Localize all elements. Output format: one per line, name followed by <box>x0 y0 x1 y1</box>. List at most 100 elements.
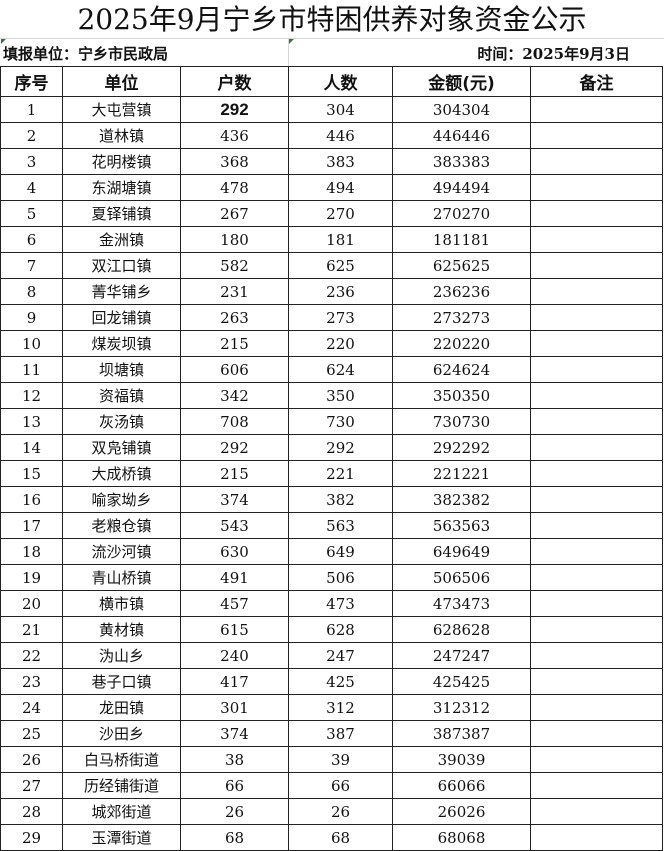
cell-unit[interactable]: 城郊街道 <box>62 798 181 825</box>
cell-households[interactable]: 374 <box>180 720 289 747</box>
cell-index[interactable]: 5 <box>0 200 63 227</box>
cell-households[interactable]: 267 <box>180 200 289 227</box>
cell-unit[interactable]: 沩山乡 <box>62 642 181 669</box>
cell-unit[interactable]: 流沙河镇 <box>62 538 181 565</box>
cell-amount[interactable]: 221221 <box>392 460 531 487</box>
cell-index[interactable]: 20 <box>0 590 63 617</box>
cell-remarks[interactable] <box>530 148 663 175</box>
cell-persons[interactable]: 624 <box>288 356 393 383</box>
cell-persons[interactable]: 26 <box>288 798 393 825</box>
cell-amount[interactable]: 625625 <box>392 252 531 279</box>
cell-unit[interactable]: 黄材镇 <box>62 616 181 643</box>
cell-amount[interactable]: 220220 <box>392 330 531 357</box>
cell-remarks[interactable] <box>530 668 663 695</box>
cell-persons[interactable]: 66 <box>288 772 393 799</box>
cell-index[interactable]: 2 <box>0 122 63 149</box>
cell-unit[interactable]: 白马桥街道 <box>62 746 181 773</box>
cell-persons[interactable]: 273 <box>288 304 393 331</box>
cell-remarks[interactable] <box>530 772 663 799</box>
cell-unit[interactable]: 龙田镇 <box>62 694 181 721</box>
cell-persons[interactable]: 247 <box>288 642 393 669</box>
cell-index[interactable]: 17 <box>0 512 63 539</box>
cell-amount[interactable]: 39039 <box>392 746 531 773</box>
cell-amount[interactable]: 247247 <box>392 642 531 669</box>
cell-remarks[interactable] <box>530 200 663 227</box>
cell-persons[interactable]: 383 <box>288 148 393 175</box>
cell-index[interactable]: 29 <box>0 824 63 851</box>
cell-persons[interactable]: 304 <box>288 96 393 123</box>
cell-unit[interactable]: 夏铎铺镇 <box>62 200 181 227</box>
cell-index[interactable]: 21 <box>0 616 63 643</box>
cell-persons[interactable]: 387 <box>288 720 393 747</box>
cell-households[interactable]: 606 <box>180 356 289 383</box>
cell-amount[interactable]: 383383 <box>392 148 531 175</box>
cell-index[interactable]: 6 <box>0 226 63 253</box>
cell-index[interactable]: 11 <box>0 356 63 383</box>
cell-unit[interactable]: 道林镇 <box>62 122 181 149</box>
cell-remarks[interactable] <box>530 512 663 539</box>
cell-unit[interactable]: 喻家坳乡 <box>62 486 181 513</box>
cell-remarks[interactable] <box>530 96 663 123</box>
cell-amount[interactable]: 387387 <box>392 720 531 747</box>
cell-unit[interactable]: 回龙铺镇 <box>62 304 181 331</box>
cell-households[interactable]: 478 <box>180 174 289 201</box>
cell-households[interactable]: 436 <box>180 122 289 149</box>
cell-remarks[interactable] <box>530 434 663 461</box>
cell-amount[interactable]: 624624 <box>392 356 531 383</box>
cell-households[interactable]: 68 <box>180 824 289 851</box>
cell-households[interactable]: 417 <box>180 668 289 695</box>
cell-persons[interactable]: 220 <box>288 330 393 357</box>
cell-remarks[interactable] <box>530 720 663 747</box>
cell-index[interactable]: 24 <box>0 694 63 721</box>
cell-unit[interactable]: 菁华铺乡 <box>62 278 181 305</box>
cell-households[interactable]: 66 <box>180 772 289 799</box>
cell-households[interactable]: 231 <box>180 278 289 305</box>
cell-remarks[interactable] <box>530 278 663 305</box>
cell-unit[interactable]: 坝塘镇 <box>62 356 181 383</box>
cell-remarks[interactable] <box>530 408 663 435</box>
cell-households[interactable]: 582 <box>180 252 289 279</box>
cell-remarks[interactable] <box>530 616 663 643</box>
cell-remarks[interactable] <box>530 642 663 669</box>
cell-index[interactable]: 26 <box>0 746 63 773</box>
cell-amount[interactable]: 68068 <box>392 824 531 851</box>
cell-persons[interactable]: 181 <box>288 226 393 253</box>
cell-remarks[interactable] <box>530 122 663 149</box>
cell-unit[interactable]: 老粮仓镇 <box>62 512 181 539</box>
cell-index[interactable]: 12 <box>0 382 63 409</box>
cell-remarks[interactable] <box>530 304 663 331</box>
cell-amount[interactable]: 425425 <box>392 668 531 695</box>
cell-households[interactable]: 292 <box>180 96 289 123</box>
cell-unit[interactable]: 双凫铺镇 <box>62 434 181 461</box>
cell-remarks[interactable] <box>530 356 663 383</box>
cell-index[interactable]: 16 <box>0 486 63 513</box>
cell-persons[interactable]: 221 <box>288 460 393 487</box>
cell-households[interactable]: 543 <box>180 512 289 539</box>
cell-households[interactable]: 374 <box>180 486 289 513</box>
cell-index[interactable]: 10 <box>0 330 63 357</box>
cell-index[interactable]: 1 <box>0 96 63 123</box>
cell-index[interactable]: 8 <box>0 278 63 305</box>
cell-index[interactable]: 4 <box>0 174 63 201</box>
cell-persons[interactable]: 563 <box>288 512 393 539</box>
cell-amount[interactable]: 563563 <box>392 512 531 539</box>
cell-unit[interactable]: 玉潭街道 <box>62 824 181 851</box>
cell-index[interactable]: 25 <box>0 720 63 747</box>
cell-remarks[interactable] <box>530 824 663 851</box>
cell-unit[interactable]: 大成桥镇 <box>62 460 181 487</box>
cell-remarks[interactable] <box>530 564 663 591</box>
cell-amount[interactable]: 628628 <box>392 616 531 643</box>
cell-persons[interactable]: 350 <box>288 382 393 409</box>
cell-remarks[interactable] <box>530 486 663 513</box>
cell-unit[interactable]: 金洲镇 <box>62 226 181 253</box>
cell-index[interactable]: 22 <box>0 642 63 669</box>
cell-index[interactable]: 28 <box>0 798 63 825</box>
cell-households[interactable]: 708 <box>180 408 289 435</box>
cell-remarks[interactable] <box>530 746 663 773</box>
cell-index[interactable]: 27 <box>0 772 63 799</box>
cell-remarks[interactable] <box>530 460 663 487</box>
cell-index[interactable]: 13 <box>0 408 63 435</box>
cell-unit[interactable]: 大屯营镇 <box>62 96 181 123</box>
cell-households[interactable]: 491 <box>180 564 289 591</box>
cell-persons[interactable]: 625 <box>288 252 393 279</box>
